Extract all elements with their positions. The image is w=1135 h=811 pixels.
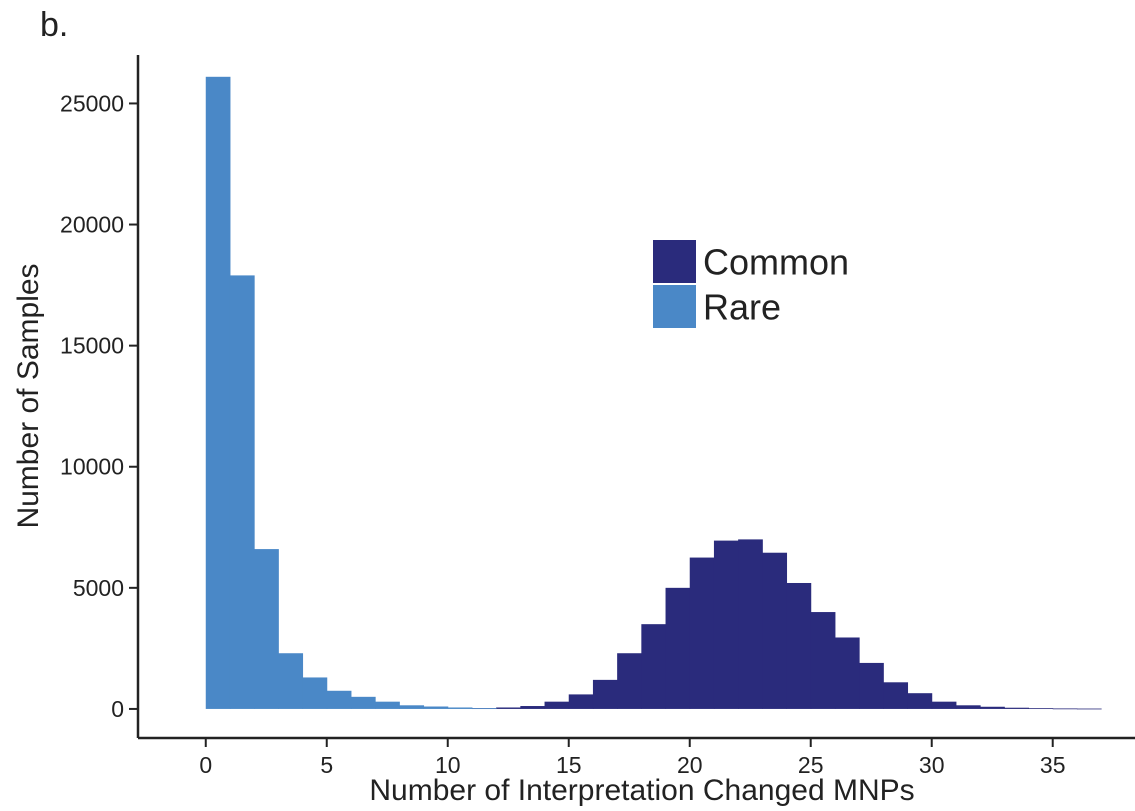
bar-common-32	[980, 706, 1005, 709]
bar-common-13	[520, 706, 546, 709]
bar-common-23	[762, 552, 788, 709]
y-tick-label: 5000	[73, 575, 124, 601]
bar-rare-3	[278, 653, 304, 709]
x-tick-label: 35	[1040, 752, 1066, 778]
x-tick-label: 25	[798, 752, 824, 778]
x-tick-label: 10	[435, 752, 461, 778]
y-tick-label: 10000	[60, 454, 124, 480]
bar-rare-9	[423, 706, 449, 709]
bar-rare-4	[302, 677, 328, 709]
bar-common-15	[568, 694, 594, 709]
bar-rare-7	[375, 701, 400, 709]
bar-common-12	[496, 707, 521, 709]
y-tick-label: 0	[111, 696, 124, 722]
x-tick-label: 0	[199, 752, 212, 778]
bar-common-36	[1076, 708, 1102, 710]
bar-common-20	[689, 557, 715, 709]
bar-common-16	[592, 679, 618, 709]
bar-rare-0	[205, 76, 231, 709]
bar-common-24	[786, 582, 812, 709]
bar-common-14	[544, 701, 570, 709]
bar-common-22	[738, 539, 763, 709]
bar-rare-2	[254, 549, 279, 709]
x-tick-label: 30	[919, 752, 945, 778]
legend-swatch-common	[653, 240, 696, 283]
legend-label-common: Common	[703, 242, 849, 283]
panel-label: b.	[40, 6, 69, 44]
x-tick-label: 20	[677, 752, 703, 778]
legend-swatch-rare	[653, 285, 696, 328]
bar-common-34	[1028, 708, 1054, 710]
x-axis-title: Number of Interpretation Changed MNPs	[369, 774, 914, 807]
y-tick-label: 25000	[60, 90, 124, 116]
y-axis-title: Number of Samples	[12, 263, 45, 528]
bar-rare-5	[326, 690, 352, 709]
bar-common-19	[665, 587, 691, 709]
bar-rare-6	[350, 696, 376, 709]
x-tick-label: 5	[320, 752, 333, 778]
bar-common-33	[1004, 707, 1030, 709]
y-ticks: 0 5000 10000 15000 20000 25000	[60, 90, 138, 722]
bar-rare-11	[471, 708, 497, 710]
x-tick-label: 15	[556, 752, 582, 778]
bars-layer	[205, 76, 1102, 710]
bar-common-28	[883, 682, 909, 709]
y-tick-label: 15000	[60, 333, 124, 359]
bar-common-25	[810, 612, 836, 709]
bar-common-26	[834, 637, 860, 709]
bar-rare-1	[229, 275, 255, 709]
bar-rare-8	[399, 705, 425, 709]
bar-common-21	[713, 540, 739, 709]
bar-common-17	[617, 653, 642, 709]
bar-common-30	[931, 701, 957, 709]
legend-label-rare: Rare	[703, 287, 781, 328]
bar-common-27	[859, 662, 884, 709]
y-tick-label: 20000	[60, 212, 124, 238]
x-ticks: 0 5 10 15 20 25 30 35	[199, 738, 1066, 778]
bar-common-29	[907, 693, 933, 709]
bar-common-35	[1052, 708, 1078, 710]
bar-rare-10	[447, 707, 473, 709]
bar-common-18	[641, 624, 667, 709]
bar-common-31	[955, 705, 981, 709]
